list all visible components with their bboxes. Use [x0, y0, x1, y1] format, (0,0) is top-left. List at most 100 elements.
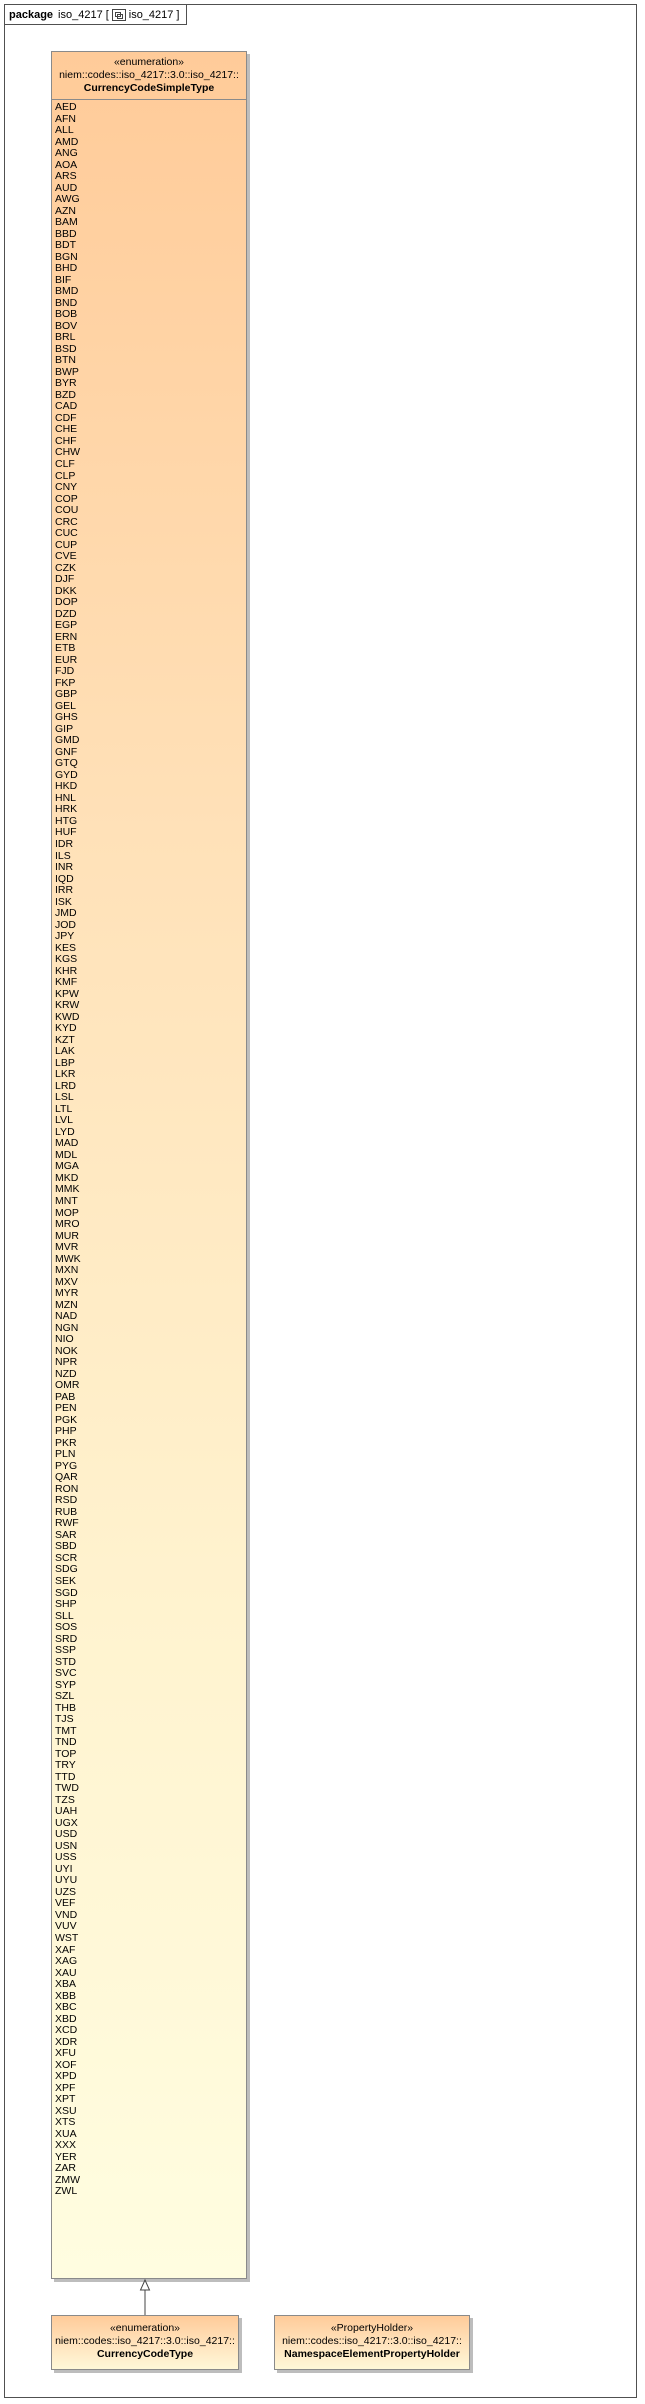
enumeration-literal: HUF [55, 826, 77, 839]
package-keyword: package [9, 8, 54, 21]
enumeration-literal: HRK [55, 803, 78, 816]
enumeration-literal: CNY [55, 481, 78, 494]
enumeration-literal: BHD [55, 262, 78, 275]
enumeration-literal: ZAR [55, 2162, 76, 2175]
class-stereotype: «enumeration» [113, 56, 185, 68]
enumeration-literal: ISK [55, 895, 72, 908]
enumeration-literal: BSD [55, 342, 77, 355]
enumeration-literal: XBC [55, 2001, 77, 2014]
enumeration-literal: PHP [55, 1425, 77, 1438]
enumeration-literal: PKR [55, 1436, 77, 1449]
enumeration-literal: LYD [55, 1125, 75, 1138]
enumeration-literal: TJS [55, 1713, 74, 1726]
enumeration-literal: LKR [55, 1068, 76, 1081]
enumeration-literal: CHW [55, 446, 81, 459]
class-qualifier: niem::codes::iso_4217::3.0::iso_4217:: [55, 2335, 235, 2347]
class-currency-code-type[interactable]: «enumeration» niem::codes::iso_4217::3.0… [51, 2315, 239, 2370]
enumeration-literal: USS [55, 1851, 77, 1864]
enumeration-literal: WST [55, 1931, 79, 1944]
enumeration-literal: AWG [55, 193, 80, 206]
enumeration-literal: COP [55, 492, 78, 505]
bracket-open: [ [105, 8, 109, 21]
package-frame: package iso_4217 [ iso_4217 ] [4, 4, 637, 2398]
enumeration-literal: IRR [55, 884, 74, 897]
class-header: «enumeration» niem::codes::iso_4217::3.0… [52, 52, 246, 100]
enumeration-literal: RWF [55, 1517, 79, 1530]
enumeration-literal: NPR [55, 1356, 78, 1369]
class-header: «enumeration» niem::codes::iso_4217::3.0… [52, 2316, 238, 2365]
enumeration-literal: LBP [55, 1056, 75, 1069]
enumeration-literal: IDR [55, 838, 74, 850]
enumeration-literal: RON [55, 1482, 79, 1495]
enumeration-literal: MOP [55, 1206, 79, 1219]
enumeration-literal: BRL [55, 331, 76, 344]
class-qualifier: niem::codes::iso_4217::3.0::iso_4217:: [59, 69, 239, 81]
enumeration-literal: SDG [55, 1563, 78, 1576]
enumeration-literal: BND [55, 296, 78, 309]
enumeration-literal: XBB [55, 1989, 77, 2002]
enumeration-literal: BOV [55, 319, 78, 332]
enumeration-literal: HTG [55, 814, 78, 827]
enumeration-literal: SHP [55, 1598, 77, 1611]
enumeration-literal: TWD [55, 1782, 79, 1795]
enumeration-literal: BMD [55, 285, 79, 298]
enumeration-literal: GBP [55, 688, 78, 701]
enumeration-literal: USD [55, 1828, 78, 1841]
enumeration-literal: JMD [55, 907, 77, 920]
enumeration-literal: XCD [55, 2024, 78, 2037]
enumeration-literal: PYG [55, 1459, 78, 1472]
enumeration-literal: NGN [55, 1321, 79, 1334]
enumeration-literal: ALL [55, 124, 74, 137]
enumeration-literal: QAR [55, 1471, 78, 1484]
enumeration-literal: MYR [55, 1287, 79, 1300]
enumeration-literal: MXV [55, 1275, 78, 1288]
enumeration-literal: KGS [55, 953, 78, 966]
enumeration-literal: CZK [55, 561, 76, 574]
enumeration-literal: HNL [55, 791, 77, 804]
enumeration-literal: KZT [55, 1033, 75, 1046]
enumeration-literal: PEN [55, 1402, 77, 1415]
class-stereotype: «PropertyHolder» [330, 2322, 414, 2334]
enumeration-literal: SSP [55, 1644, 77, 1657]
enumeration-literal: INR [55, 861, 74, 874]
enumeration-literal: DZD [55, 607, 77, 620]
enumeration-literal: ERN [55, 630, 78, 643]
enumeration-literal: XSU [55, 2104, 77, 2117]
enumeration-literal: SRD [55, 1632, 78, 1645]
class-stereotype: «enumeration» [109, 2322, 181, 2334]
enumeration-literal: CHE [55, 423, 78, 436]
enumeration-literal: GNF [55, 745, 78, 758]
enumeration-literal: EGP [55, 619, 78, 632]
enumeration-literal-list: AED AFN ALL AMD ANG AOA ARS AUD AWG AZN BAM BBD BDT B… [52, 100, 246, 2198]
enumeration-literal: MUR [55, 1229, 79, 1242]
enumeration-literal: OMR [55, 1379, 80, 1392]
enumeration-literal: UGX [55, 1816, 78, 1829]
enumeration-literal: NOK [55, 1344, 78, 1357]
enumeration-literal: ARS [55, 170, 77, 183]
enumeration-literal: GMD [55, 734, 80, 747]
enumeration-literal: SVC [55, 1667, 77, 1680]
enumeration-literal: BIF [55, 273, 72, 286]
enumeration-literal: MMK [55, 1183, 80, 1196]
enumeration-literal: XXX [55, 2139, 77, 2152]
enumeration-literal: THB [55, 1701, 76, 1714]
enumeration-literal: MXN [55, 1264, 79, 1277]
class-namespace-element-property-holder[interactable]: «PropertyHolder» niem::codes::iso_4217::… [274, 2315, 470, 2370]
enumeration-literal: XPT [55, 2093, 76, 2106]
enumeration-literal: CAD [55, 400, 78, 413]
enumeration-literal: KHR [55, 964, 78, 977]
enumeration-literal: MDL [55, 1148, 78, 1161]
enumeration-literal: KYD [55, 1022, 77, 1035]
enumeration-literal: BOB [55, 308, 78, 321]
enumeration-literal: UYU [55, 1874, 78, 1887]
enumeration-literal: BAM [55, 216, 78, 229]
enumeration-literal: KES [55, 941, 77, 954]
enumeration-literal: NZD [55, 1367, 77, 1380]
enumeration-literal: FJD [55, 665, 75, 678]
enumeration-literal: VUV [55, 1920, 77, 1933]
class-currency-code-simple-type[interactable]: «enumeration» niem::codes::iso_4217::3.0… [51, 51, 247, 2279]
enumeration-literal: TOP [55, 1747, 77, 1760]
enumeration-literal: AFN [55, 112, 76, 125]
enumeration-literal: ZMW [55, 2173, 81, 2186]
